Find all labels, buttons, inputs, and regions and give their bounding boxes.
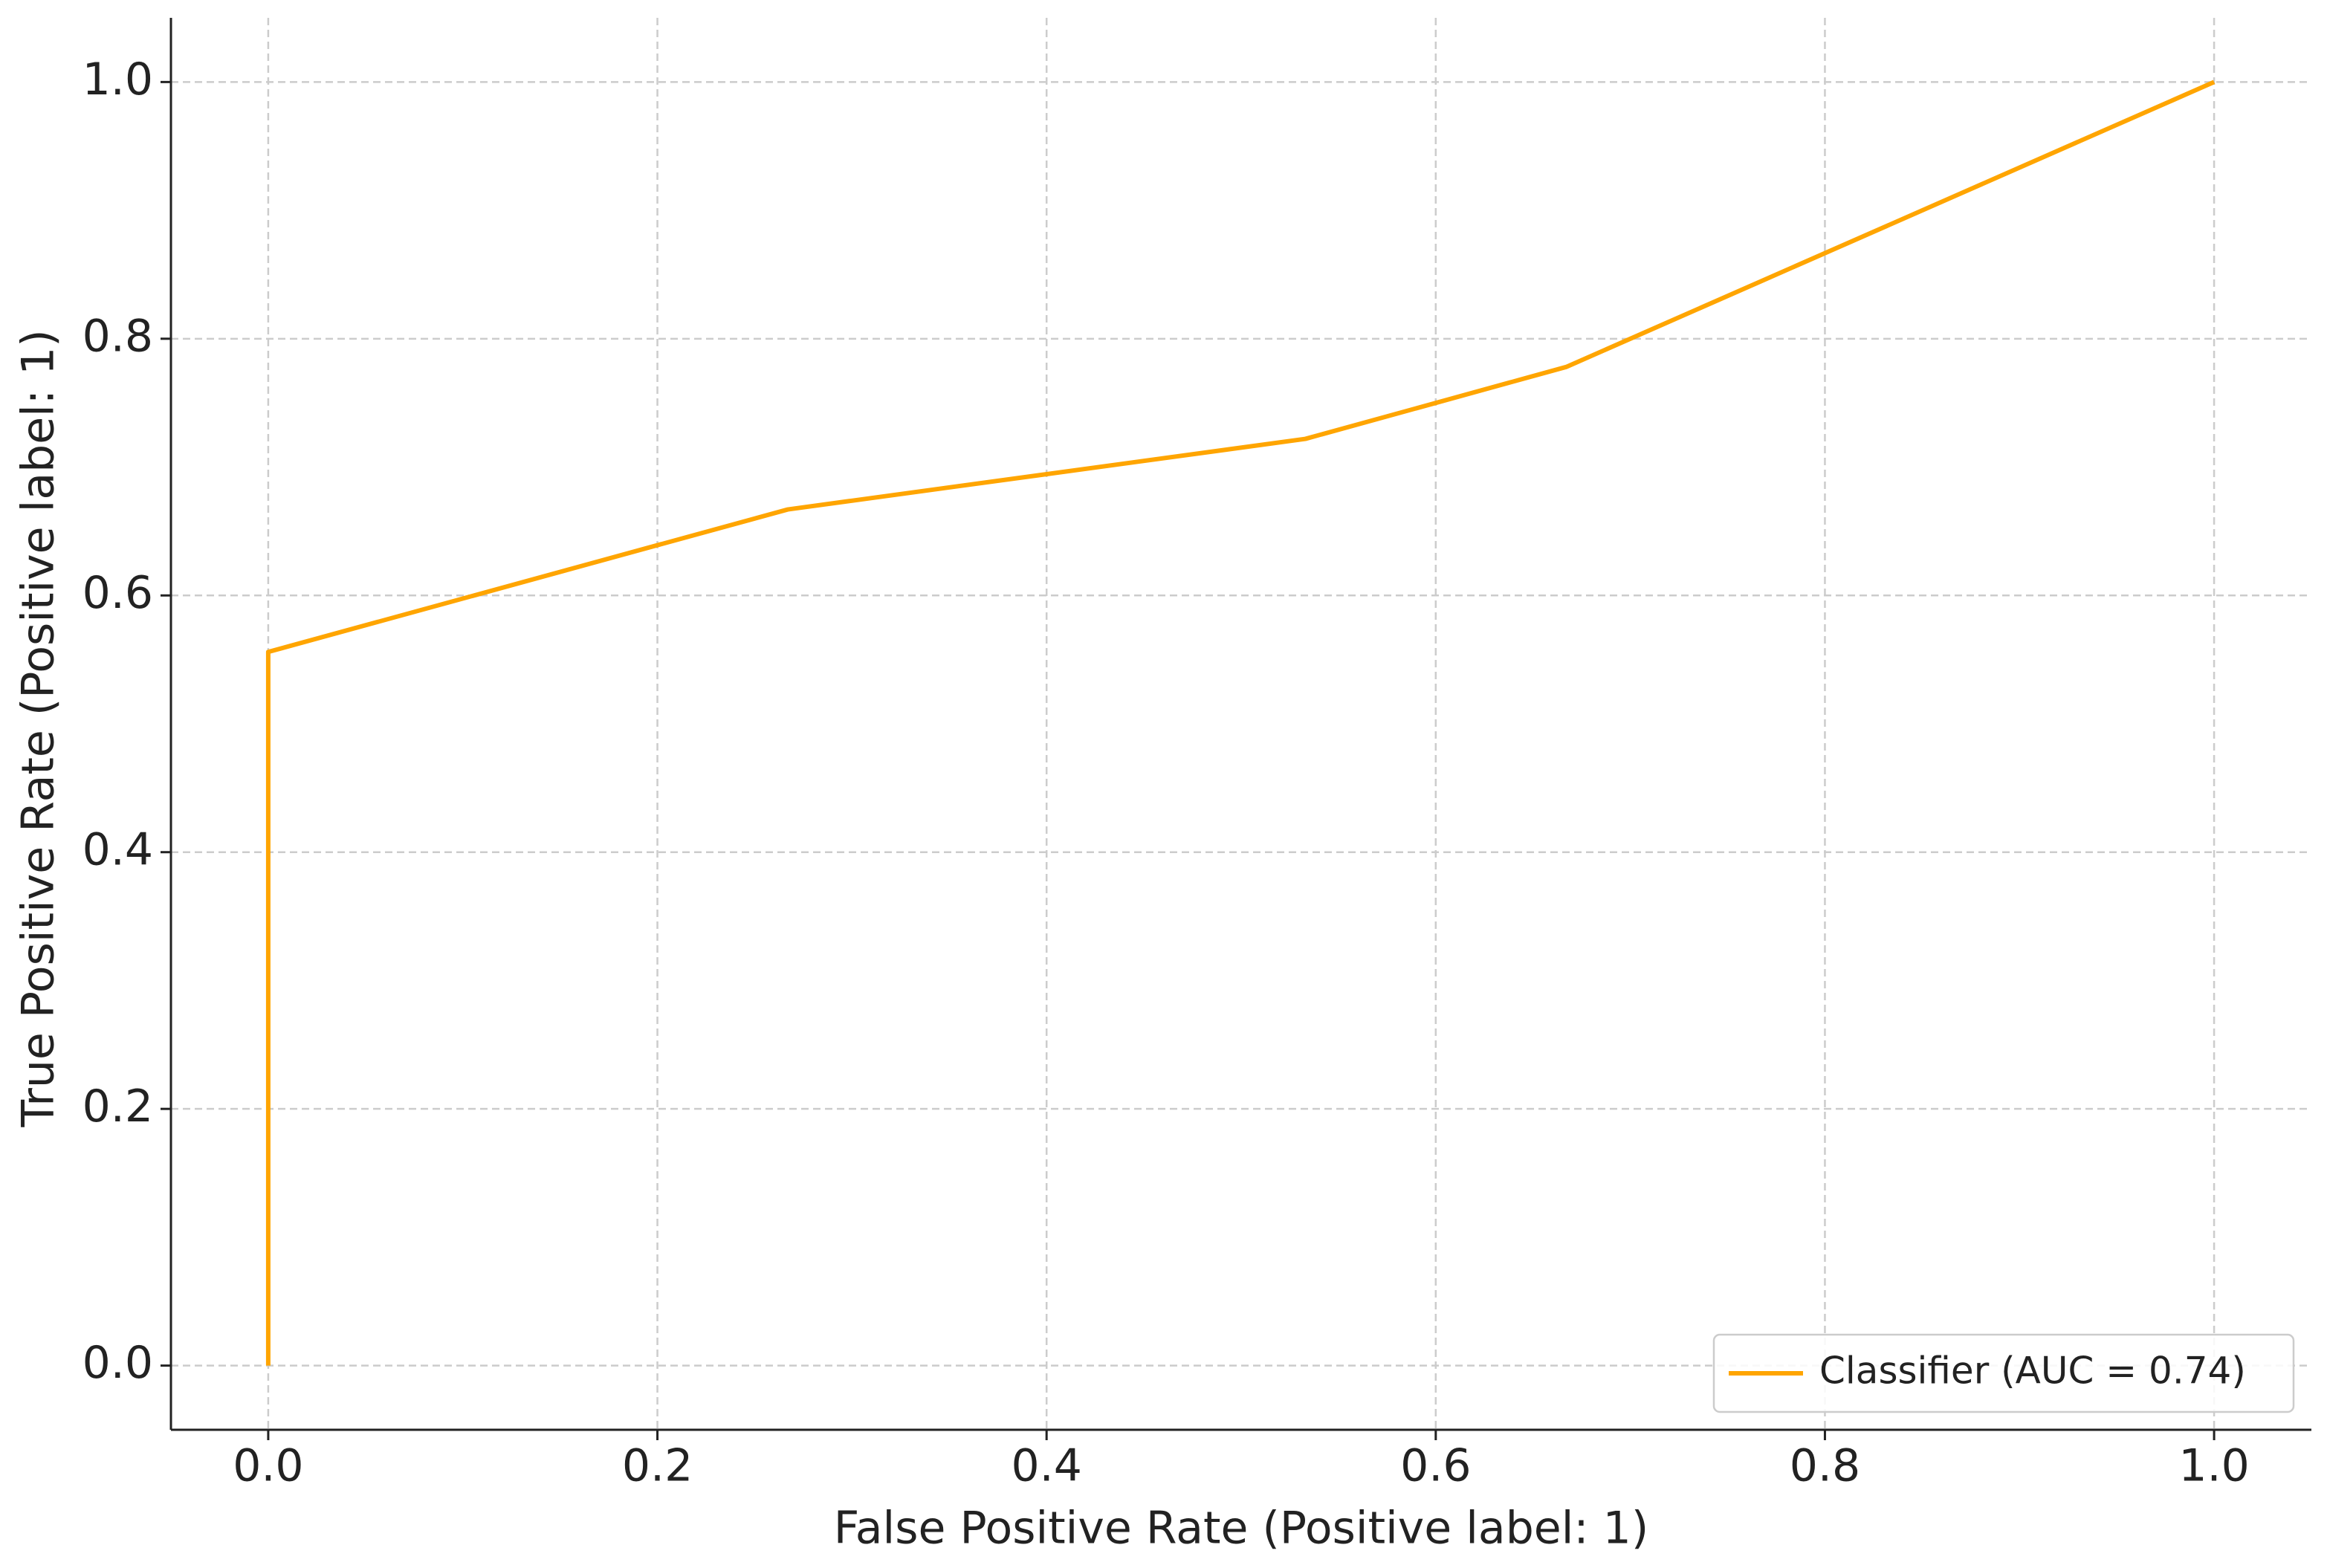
roc-line xyxy=(265,80,2216,1366)
y-tick-label: 0.4 xyxy=(82,823,153,875)
y-tick-label: 0.2 xyxy=(82,1081,153,1133)
y-tick-label: 0.0 xyxy=(82,1337,153,1389)
x-tick-label: 0.4 xyxy=(1011,1440,1081,1492)
legend-label: Classifier (AUC = 0.74) xyxy=(1819,1350,2246,1393)
y-tick-label: 0.6 xyxy=(82,567,153,619)
x-tick-label: 1.0 xyxy=(2178,1440,2249,1492)
x-tick-label: 0.2 xyxy=(622,1440,693,1492)
x-tick-label: 0.0 xyxy=(233,1440,303,1492)
y-tick-label: 1.0 xyxy=(82,54,153,106)
x-tick-label: 0.8 xyxy=(1790,1440,1860,1492)
y-axis-label: True Positive Rate (Positive label: 1) xyxy=(13,329,65,1127)
x-tick-label: 0.6 xyxy=(1400,1440,1471,1492)
legend-box xyxy=(1712,1333,2295,1413)
x-axis-label: False Positive Rate (Positive label: 1) xyxy=(834,1503,1648,1555)
y-tick-label: 0.8 xyxy=(82,310,153,362)
